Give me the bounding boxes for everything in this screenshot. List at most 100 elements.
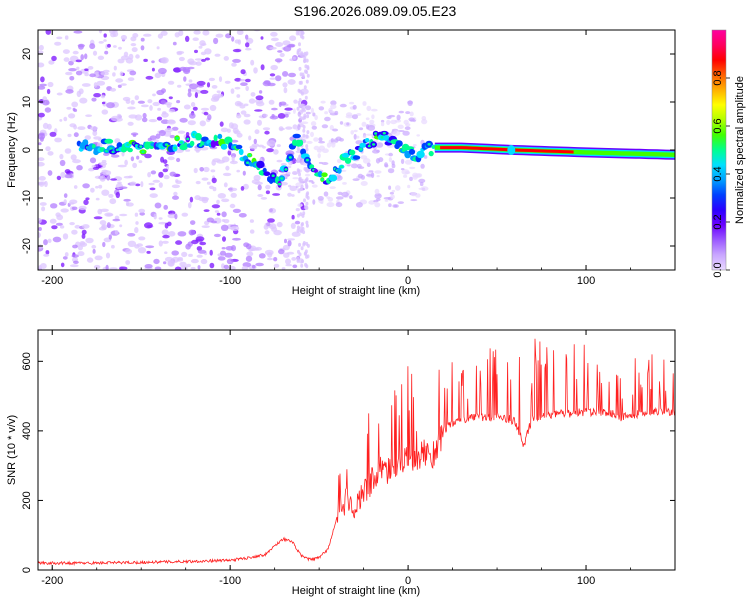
spectrogram-noise-blob — [300, 229, 303, 234]
spectrogram-noise-blob — [302, 211, 306, 216]
spectrogram-noise-blob — [138, 160, 143, 164]
spectrogram-noise-blob — [140, 45, 145, 51]
spectrogram-noise-blob — [221, 198, 230, 203]
spectrogram-noise-blob — [132, 133, 137, 137]
x-tick-label: 0 — [405, 575, 411, 587]
spectrogram-noise-blob — [240, 82, 248, 86]
spectrogram-ridge-core — [284, 168, 288, 171]
spectrogram-noise-blob — [75, 70, 83, 76]
spectrogram-noise-blob — [45, 146, 51, 152]
spectrogram-noise-blob — [287, 192, 292, 197]
spectrogram-noise-blob — [240, 110, 247, 115]
spectrogram-noise-blob — [160, 100, 166, 105]
spectrogram-noise-blob — [138, 208, 146, 213]
spectrogram-noise-blob — [305, 134, 309, 139]
spectrogram-noise-blob — [209, 185, 214, 190]
spectrogram-noise-blob — [110, 32, 116, 38]
spectrogram-noise-blob — [301, 107, 305, 112]
x-tick-label: 100 — [577, 275, 595, 287]
spectrogram-noise-blob — [245, 85, 249, 92]
spectrogram-noise-blob — [201, 225, 210, 229]
spectrogram-noise-blob — [161, 229, 169, 236]
spectrogram-noise-blob — [120, 83, 127, 86]
spectrogram-noise-blob — [73, 30, 83, 34]
spectrogram-noise-blob — [292, 108, 296, 114]
spectrogram-noise-blob — [132, 162, 138, 169]
spectrogram-noise-blob — [69, 202, 75, 205]
spectrogram-noise-blob — [389, 191, 394, 195]
spectrogram-noise-blob — [284, 113, 289, 118]
spectrogram-ridge-blob — [364, 138, 370, 143]
spectrogram-noise-blob — [38, 161, 45, 167]
spectrogram-noise-blob — [312, 112, 316, 117]
spectrogram-noise-blob — [103, 152, 110, 156]
spectrogram-noise-blob — [158, 221, 168, 225]
spectrogram-noise-blob — [192, 37, 199, 41]
spectrogram-noise-blob — [329, 124, 334, 131]
spectrogram-noise-blob — [45, 250, 50, 255]
spectrogram-noise-blob — [140, 104, 149, 108]
spectrogram-noise-blob — [152, 101, 160, 107]
spectrogram-noise-blob — [181, 251, 188, 258]
spectrogram-noise-blob — [140, 37, 145, 42]
spectrogram-noise-blob — [60, 262, 65, 268]
spectrogram-noise-blob — [118, 186, 128, 189]
spectrogram-noise-blob — [68, 113, 76, 119]
spectrogram-noise-blob — [59, 119, 63, 122]
spectrogram-noise-blob — [148, 119, 158, 123]
spectrogram-noise-blob — [118, 46, 122, 50]
spectrogram-noise-blob — [353, 129, 358, 133]
spectrogram-noise-blob — [221, 211, 227, 218]
spectrogram-noise-blob — [253, 67, 258, 74]
spectrogram-noise-blob — [178, 56, 185, 62]
spectrogram-noise-blob — [71, 254, 79, 258]
spectrogram-noise-blob — [196, 80, 206, 86]
spectrogram-noise-blob — [130, 156, 135, 162]
spectrogram-noise-blob — [276, 159, 283, 163]
spectrogram-noise-blob — [311, 181, 315, 184]
spectrogram-noise-blob — [98, 30, 103, 34]
spectrogram-noise-blob — [236, 169, 240, 173]
spectrogram-noise-blob — [234, 77, 242, 82]
spectrogram-noise-blob — [106, 213, 114, 217]
spectrogram-noise-blob — [193, 30, 201, 35]
spectrogram-noise-blob — [131, 47, 138, 53]
spectrogram-noise-blob — [366, 174, 373, 177]
spectrogram-noise-blob — [52, 236, 62, 243]
spectrogram-noise-blob — [71, 206, 78, 211]
spectrogram-noise-blob — [282, 40, 291, 46]
spectrogram-noise-blob — [277, 50, 283, 53]
spectrogram-noise-blob — [149, 187, 156, 191]
spectrogram-noise-blob — [279, 127, 286, 131]
spectrogram-noise-blob — [158, 171, 164, 178]
spectrogram-noise-blob — [39, 202, 47, 206]
spectrogram-ridge-core — [305, 158, 309, 162]
spectrogram-noise-blob — [231, 62, 237, 67]
spectrogram-noise-blob — [130, 100, 135, 105]
x-tick-label: 0 — [405, 275, 411, 287]
spectrogram-noise-blob — [38, 232, 41, 238]
spectrogram-noise-blob — [38, 227, 42, 231]
spectrogram-ridge-blob — [359, 142, 367, 148]
spectrogram-noise-blob — [221, 156, 230, 163]
spectrogram-noise-blob — [245, 47, 252, 51]
spectrogram-noise-blob — [228, 186, 234, 193]
spectrogram-noise-blob — [211, 85, 218, 89]
spectrogram-noise-blob — [83, 199, 89, 206]
spectrogram-noise-blob — [238, 213, 247, 218]
spectrogram-noise-blob — [74, 224, 81, 229]
spectrogram-noise-blob — [221, 247, 226, 250]
spectrogram-noise-blob — [130, 43, 137, 47]
spectrogram-ridge-blob — [183, 142, 188, 148]
spectrogram-noise-blob — [214, 53, 221, 57]
spectrogram-noise-blob — [305, 254, 308, 259]
spectrogram-noise-blob — [220, 250, 226, 256]
spectrogram-noise-blob — [125, 260, 131, 265]
spectrogram-noise-blob — [262, 146, 266, 149]
spectrogram-noise-blob — [145, 245, 155, 249]
spectrogram-noise-blob — [257, 119, 262, 126]
spectrogram-noise-blob — [147, 137, 152, 142]
spectrogram-noise-blob — [243, 183, 249, 190]
spectrogram-noise-blob — [49, 218, 57, 224]
colorbar-tick-label: 0.2 — [712, 214, 724, 229]
